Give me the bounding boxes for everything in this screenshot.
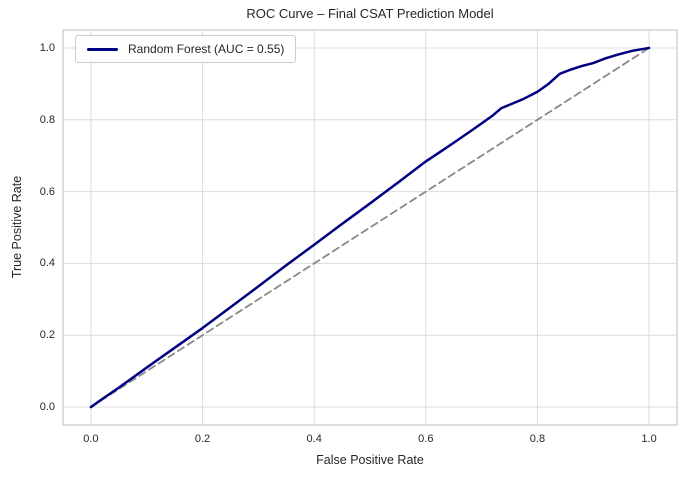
x-tick-label: 0.0	[83, 433, 99, 445]
y-tick-label: 0.2	[39, 329, 55, 342]
x-axis-label: False Positive Rate	[316, 453, 424, 467]
x-tick-label: 0.6	[418, 433, 434, 445]
x-tick-label: 1.0	[641, 433, 657, 445]
legend: Random Forest (AUC = 0.55)	[75, 35, 297, 63]
x-tick-label: 0.8	[529, 433, 546, 445]
x-tick-label: 0.2	[194, 433, 211, 445]
y-tick-label: 0.0	[39, 401, 55, 414]
x-tick-label: 0.4	[306, 433, 322, 445]
legend-line-swatch	[87, 47, 118, 51]
y-tick-label: 0.6	[39, 185, 55, 198]
y-tick-label: 0.8	[39, 113, 55, 126]
plot-spines	[62, 29, 678, 426]
chart-title: ROC Curve – Final CSAT Prediction Model	[246, 6, 494, 21]
y-tick-label: 0.4	[39, 257, 55, 270]
y-axis-label: True Positive Rate	[10, 175, 24, 279]
roc-curve-line	[89, 46, 651, 409]
chance-diagonal-line	[90, 47, 650, 408]
legend-label: Random Forest (AUC = 0.55)	[128, 42, 285, 56]
y-tick-label: 1.0	[39, 41, 55, 54]
